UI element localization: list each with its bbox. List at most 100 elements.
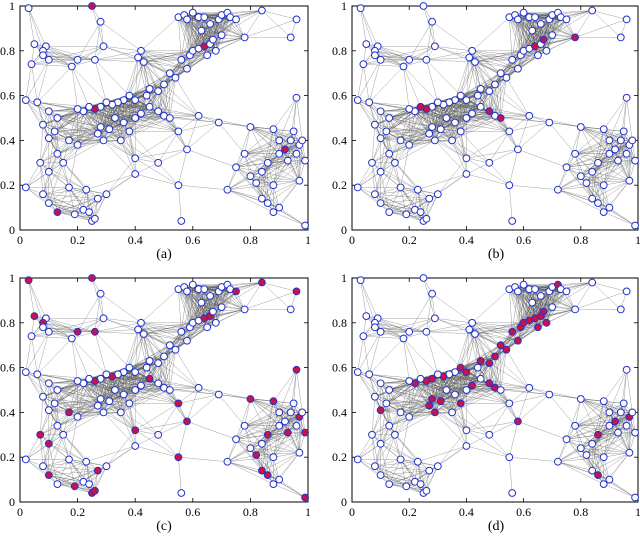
selected-node — [91, 327, 99, 336]
network-edge — [106, 173, 136, 195]
network-edge — [389, 209, 415, 213]
network-edge — [360, 280, 376, 323]
network-edge — [244, 126, 251, 154]
network-edge — [31, 331, 78, 337]
network-edge — [135, 111, 159, 119]
network-edge — [186, 115, 199, 150]
network-edge — [368, 331, 381, 375]
network-edge — [54, 111, 84, 132]
network-node — [232, 435, 240, 444]
network-edge — [129, 333, 145, 368]
network-edge — [377, 46, 410, 61]
network-edge — [426, 59, 439, 103]
network-edge — [140, 289, 179, 323]
network-edge — [293, 369, 297, 404]
network-node — [431, 42, 439, 51]
network-edge — [42, 322, 72, 339]
network-edge — [431, 378, 456, 395]
y-tick-label: 0.6 — [0, 361, 15, 375]
network-node — [131, 368, 140, 377]
network-edge — [138, 50, 193, 58]
network-edge — [363, 331, 410, 337]
network-edge — [603, 128, 633, 141]
network-edge — [250, 412, 280, 449]
network-edge — [575, 140, 621, 155]
network-edge — [106, 445, 136, 467]
network-edge — [94, 50, 142, 61]
network-node — [91, 55, 99, 64]
network-edge — [374, 322, 410, 333]
network-node — [353, 183, 362, 192]
network-node — [102, 98, 111, 107]
network-node — [145, 357, 154, 365]
network-edge — [273, 153, 297, 186]
network-edge — [532, 291, 567, 303]
network-edge — [357, 371, 376, 397]
network-edge — [37, 66, 72, 103]
network-node — [73, 413, 82, 421]
network-edge — [434, 46, 473, 52]
network-edge — [181, 289, 199, 332]
network-node — [65, 136, 73, 145]
network-edge — [143, 333, 165, 357]
network-edge — [574, 282, 593, 310]
network-node — [263, 158, 272, 167]
network-edge — [546, 37, 576, 52]
network-edge — [267, 180, 300, 204]
network-node — [73, 377, 82, 385]
network-node — [258, 6, 266, 15]
network-edge — [71, 338, 90, 379]
network-edge — [178, 184, 228, 190]
network-edge — [511, 302, 533, 332]
selected-node — [485, 107, 494, 116]
network-node — [292, 421, 301, 430]
network-node — [44, 107, 53, 116]
network-edge — [68, 400, 110, 413]
network-edge — [543, 289, 561, 312]
network-node — [531, 13, 539, 22]
network-edge — [273, 425, 280, 458]
network-node — [562, 163, 571, 172]
network-edge — [218, 394, 251, 400]
network-edge — [261, 432, 289, 471]
network-node — [44, 134, 53, 143]
network-node — [471, 58, 479, 66]
y-tick-label: 1 — [341, 0, 347, 13]
network-edge — [42, 189, 87, 195]
y-tick-label: 0.6 — [0, 89, 15, 103]
network-edge — [532, 16, 561, 31]
network-edge — [39, 396, 44, 435]
network-node — [125, 91, 134, 100]
network-edge — [94, 293, 101, 332]
network-node — [485, 158, 494, 167]
network-edge — [212, 19, 237, 40]
network-edge — [403, 59, 427, 67]
network-edge — [244, 140, 280, 155]
network-edge — [106, 430, 136, 467]
network-edge — [293, 97, 297, 132]
network-edge — [557, 171, 593, 190]
network-edge — [357, 336, 364, 373]
network-node — [102, 190, 111, 199]
network-node — [145, 85, 154, 93]
network-edge — [68, 187, 98, 199]
network-node — [605, 203, 614, 212]
network-edge — [157, 91, 171, 119]
network-edge — [256, 160, 306, 184]
network-node — [67, 334, 76, 343]
network-edge — [592, 10, 627, 20]
network-edge — [212, 37, 245, 40]
y-tick-label: 1 — [9, 0, 15, 13]
network-edge — [186, 387, 199, 422]
network-edge — [100, 21, 142, 52]
network-edge — [380, 126, 433, 139]
selected-node — [232, 287, 240, 296]
network-node — [508, 55, 517, 64]
network-edge — [48, 187, 70, 204]
selected-node — [73, 327, 82, 336]
network-edge — [261, 443, 280, 480]
network-edge — [426, 59, 476, 63]
network-edge — [273, 421, 286, 458]
network-edge — [244, 425, 268, 436]
network-edge — [42, 162, 64, 195]
